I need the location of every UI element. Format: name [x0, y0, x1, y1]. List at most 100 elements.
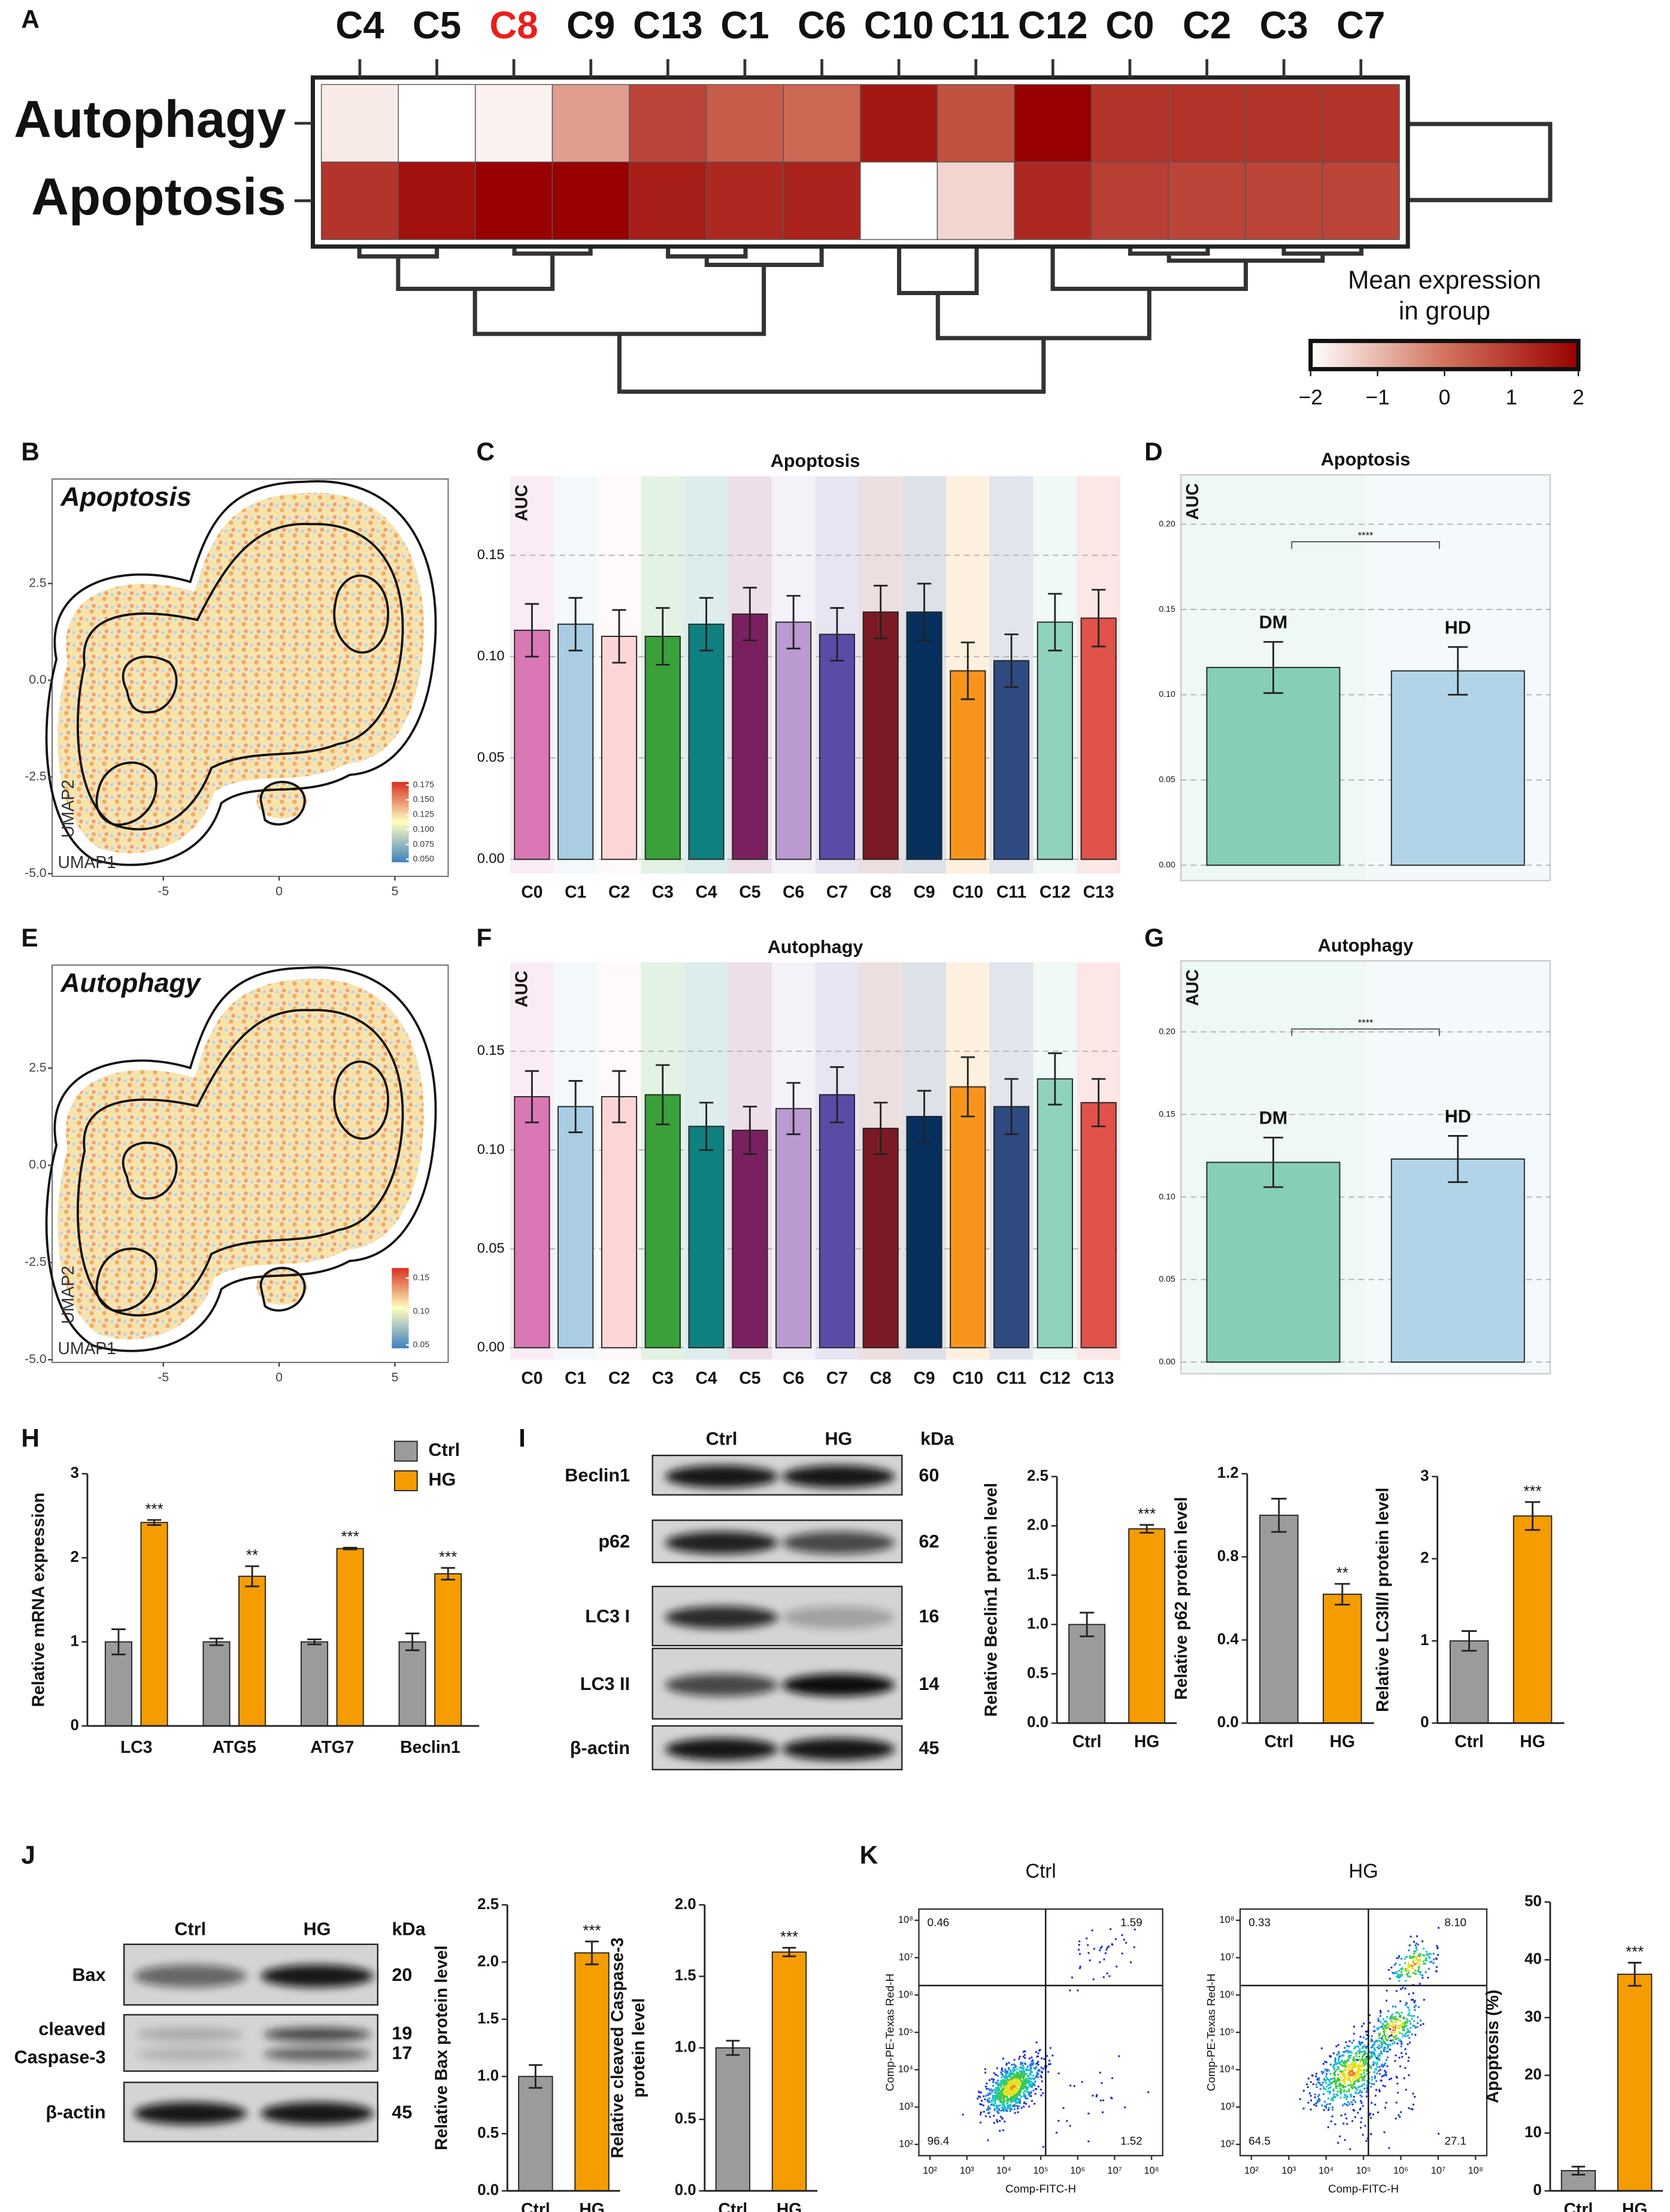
significance-label: *** — [1626, 1944, 1644, 1961]
event — [1396, 2019, 1399, 2022]
bar — [862, 611, 899, 860]
event — [1397, 2024, 1399, 2026]
protein-band — [782, 1673, 895, 1697]
event — [1387, 2037, 1390, 2039]
event — [1358, 2056, 1360, 2058]
event — [1003, 2095, 1005, 2097]
event — [1077, 1949, 1080, 1951]
event — [1336, 2079, 1339, 2081]
column-label: C5 — [413, 4, 461, 47]
event — [1030, 2083, 1032, 2086]
event — [1011, 2097, 1014, 2099]
y-axis-label: Relative Bax protein level — [432, 1946, 451, 2150]
x-tick-label: C0 — [521, 882, 542, 902]
event — [1013, 2096, 1015, 2098]
event — [1345, 2062, 1347, 2064]
colorbar-title: Mean expression — [1348, 266, 1541, 294]
event — [1353, 2056, 1355, 2059]
event — [1048, 2059, 1051, 2062]
legend-label: Ctrl — [429, 1440, 460, 1460]
event — [1077, 1989, 1079, 1992]
event — [1381, 2076, 1383, 2078]
event — [999, 2129, 1001, 2132]
event — [990, 2099, 993, 2102]
category-label: DM — [1259, 1108, 1288, 1128]
event — [962, 2113, 964, 2116]
event — [1383, 2074, 1385, 2077]
y-tick-label: 0.20 — [1159, 1026, 1175, 1036]
event — [1011, 2086, 1013, 2088]
event — [1379, 2068, 1381, 2071]
event — [1409, 1976, 1411, 1978]
event — [1023, 2076, 1025, 2078]
event — [1037, 2061, 1039, 2063]
event — [1383, 2024, 1386, 2026]
event — [993, 2108, 996, 2110]
event — [998, 2108, 1001, 2110]
y-tick-label: 0 — [70, 1717, 78, 1734]
event — [1013, 2087, 1016, 2090]
event — [1013, 2070, 1015, 2073]
event — [1114, 1938, 1117, 1940]
event — [986, 2108, 988, 2111]
row-label: p62 — [598, 1531, 630, 1552]
event — [1362, 2070, 1364, 2072]
event — [1403, 2016, 1405, 2019]
event — [989, 2116, 991, 2118]
event — [1423, 1963, 1425, 1965]
row-label: LC3 I — [585, 1606, 630, 1627]
event — [1410, 1964, 1413, 1967]
event — [1133, 1946, 1135, 1949]
event — [1405, 2017, 1408, 2020]
event — [990, 2088, 992, 2090]
column-label: C7 — [1336, 4, 1385, 47]
event — [1354, 2065, 1357, 2068]
event — [1359, 2035, 1362, 2038]
y-tick-label: 0.10 — [1159, 689, 1175, 699]
event — [1368, 2114, 1371, 2116]
event — [1386, 2023, 1389, 2025]
event — [999, 2093, 1002, 2096]
event — [991, 2089, 993, 2092]
event — [1108, 1945, 1110, 1947]
event — [1357, 2111, 1359, 2114]
event — [1404, 2025, 1406, 2028]
event — [1411, 2015, 1413, 2017]
event — [1019, 2073, 1021, 2076]
y-tick-label: 0.0 — [675, 2182, 696, 2199]
event — [989, 2107, 992, 2110]
event — [1336, 2066, 1339, 2068]
event — [979, 2103, 981, 2105]
event — [1385, 2024, 1387, 2027]
event — [1023, 2083, 1025, 2085]
quadrant-value: 1.52 — [1120, 2134, 1142, 2147]
chart-title: HG — [1348, 1860, 1378, 1882]
event — [1408, 1949, 1410, 1952]
event — [1407, 2006, 1409, 2008]
event — [1408, 1993, 1410, 1995]
event — [1417, 2016, 1419, 2019]
bar — [1036, 621, 1073, 860]
event — [993, 2122, 995, 2124]
event — [987, 2087, 990, 2090]
event — [1037, 2052, 1039, 2055]
event — [1013, 2073, 1016, 2075]
event — [1395, 1972, 1398, 1974]
event — [1416, 1958, 1418, 1961]
event — [1333, 2077, 1336, 2079]
event — [1338, 2062, 1341, 2065]
event — [1004, 2076, 1007, 2078]
event — [1343, 2083, 1345, 2085]
event — [1019, 2086, 1022, 2088]
kda-label: 62 — [919, 1531, 939, 1552]
event — [1414, 2004, 1417, 2007]
event — [998, 2109, 1001, 2111]
event — [1410, 2022, 1412, 2025]
event — [1014, 2078, 1017, 2080]
x-tick-label: C11 — [996, 882, 1026, 902]
event — [1403, 2023, 1405, 2025]
event — [1398, 2114, 1400, 2116]
event — [1414, 2026, 1417, 2029]
panel-label: D — [1144, 438, 1163, 466]
y-tick-label: 0.05 — [477, 1240, 505, 1255]
